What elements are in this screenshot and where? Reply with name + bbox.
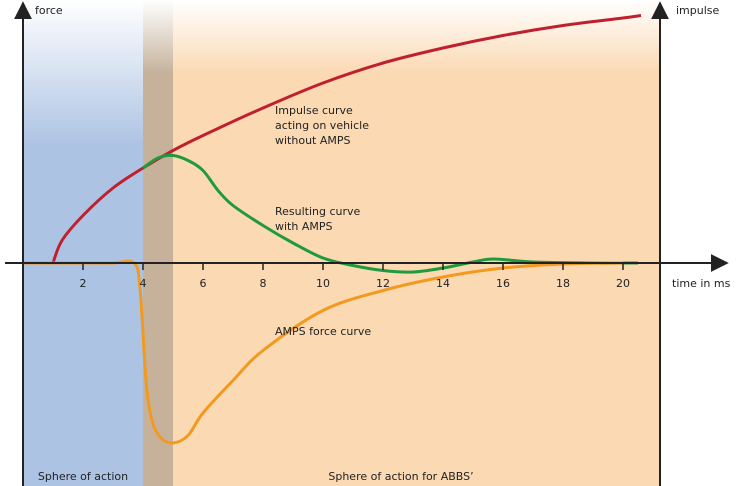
series-line (51, 14, 642, 264)
x-tick-label: 8 (260, 277, 267, 290)
x-tick-label: 2 (80, 277, 87, 290)
x-tick-label: 6 (200, 277, 207, 290)
region (173, 0, 659, 486)
region-label: Sphere of action (38, 470, 128, 483)
y2-axis-label: impulse (676, 4, 720, 17)
annotation: Impulse curve (275, 104, 353, 117)
annotation: without AMPS (275, 134, 350, 147)
backgrounds (23, 0, 659, 486)
region (23, 0, 143, 486)
x-tick-label: 16 (496, 277, 510, 290)
x-tick-label: 10 (316, 277, 330, 290)
region (143, 0, 173, 486)
annotation: Resulting curve (275, 205, 361, 218)
annotation: with AMPS (275, 220, 332, 233)
annotation: AMPS force curve (275, 325, 371, 338)
x-axis-label: time in ms (672, 277, 731, 290)
annotation: acting on vehicle (275, 119, 369, 132)
series-line (142, 153, 639, 274)
y-axis-label: force (35, 4, 63, 17)
region-label: Sphere of action for ABBS’ (328, 470, 473, 483)
x-tick-label: 20 (616, 277, 630, 290)
x-tick-label: 4 (140, 277, 147, 290)
x-tick-label: 12 (376, 277, 390, 290)
x-tick-label: 18 (556, 277, 570, 290)
x-tick-label: 14 (436, 277, 450, 290)
